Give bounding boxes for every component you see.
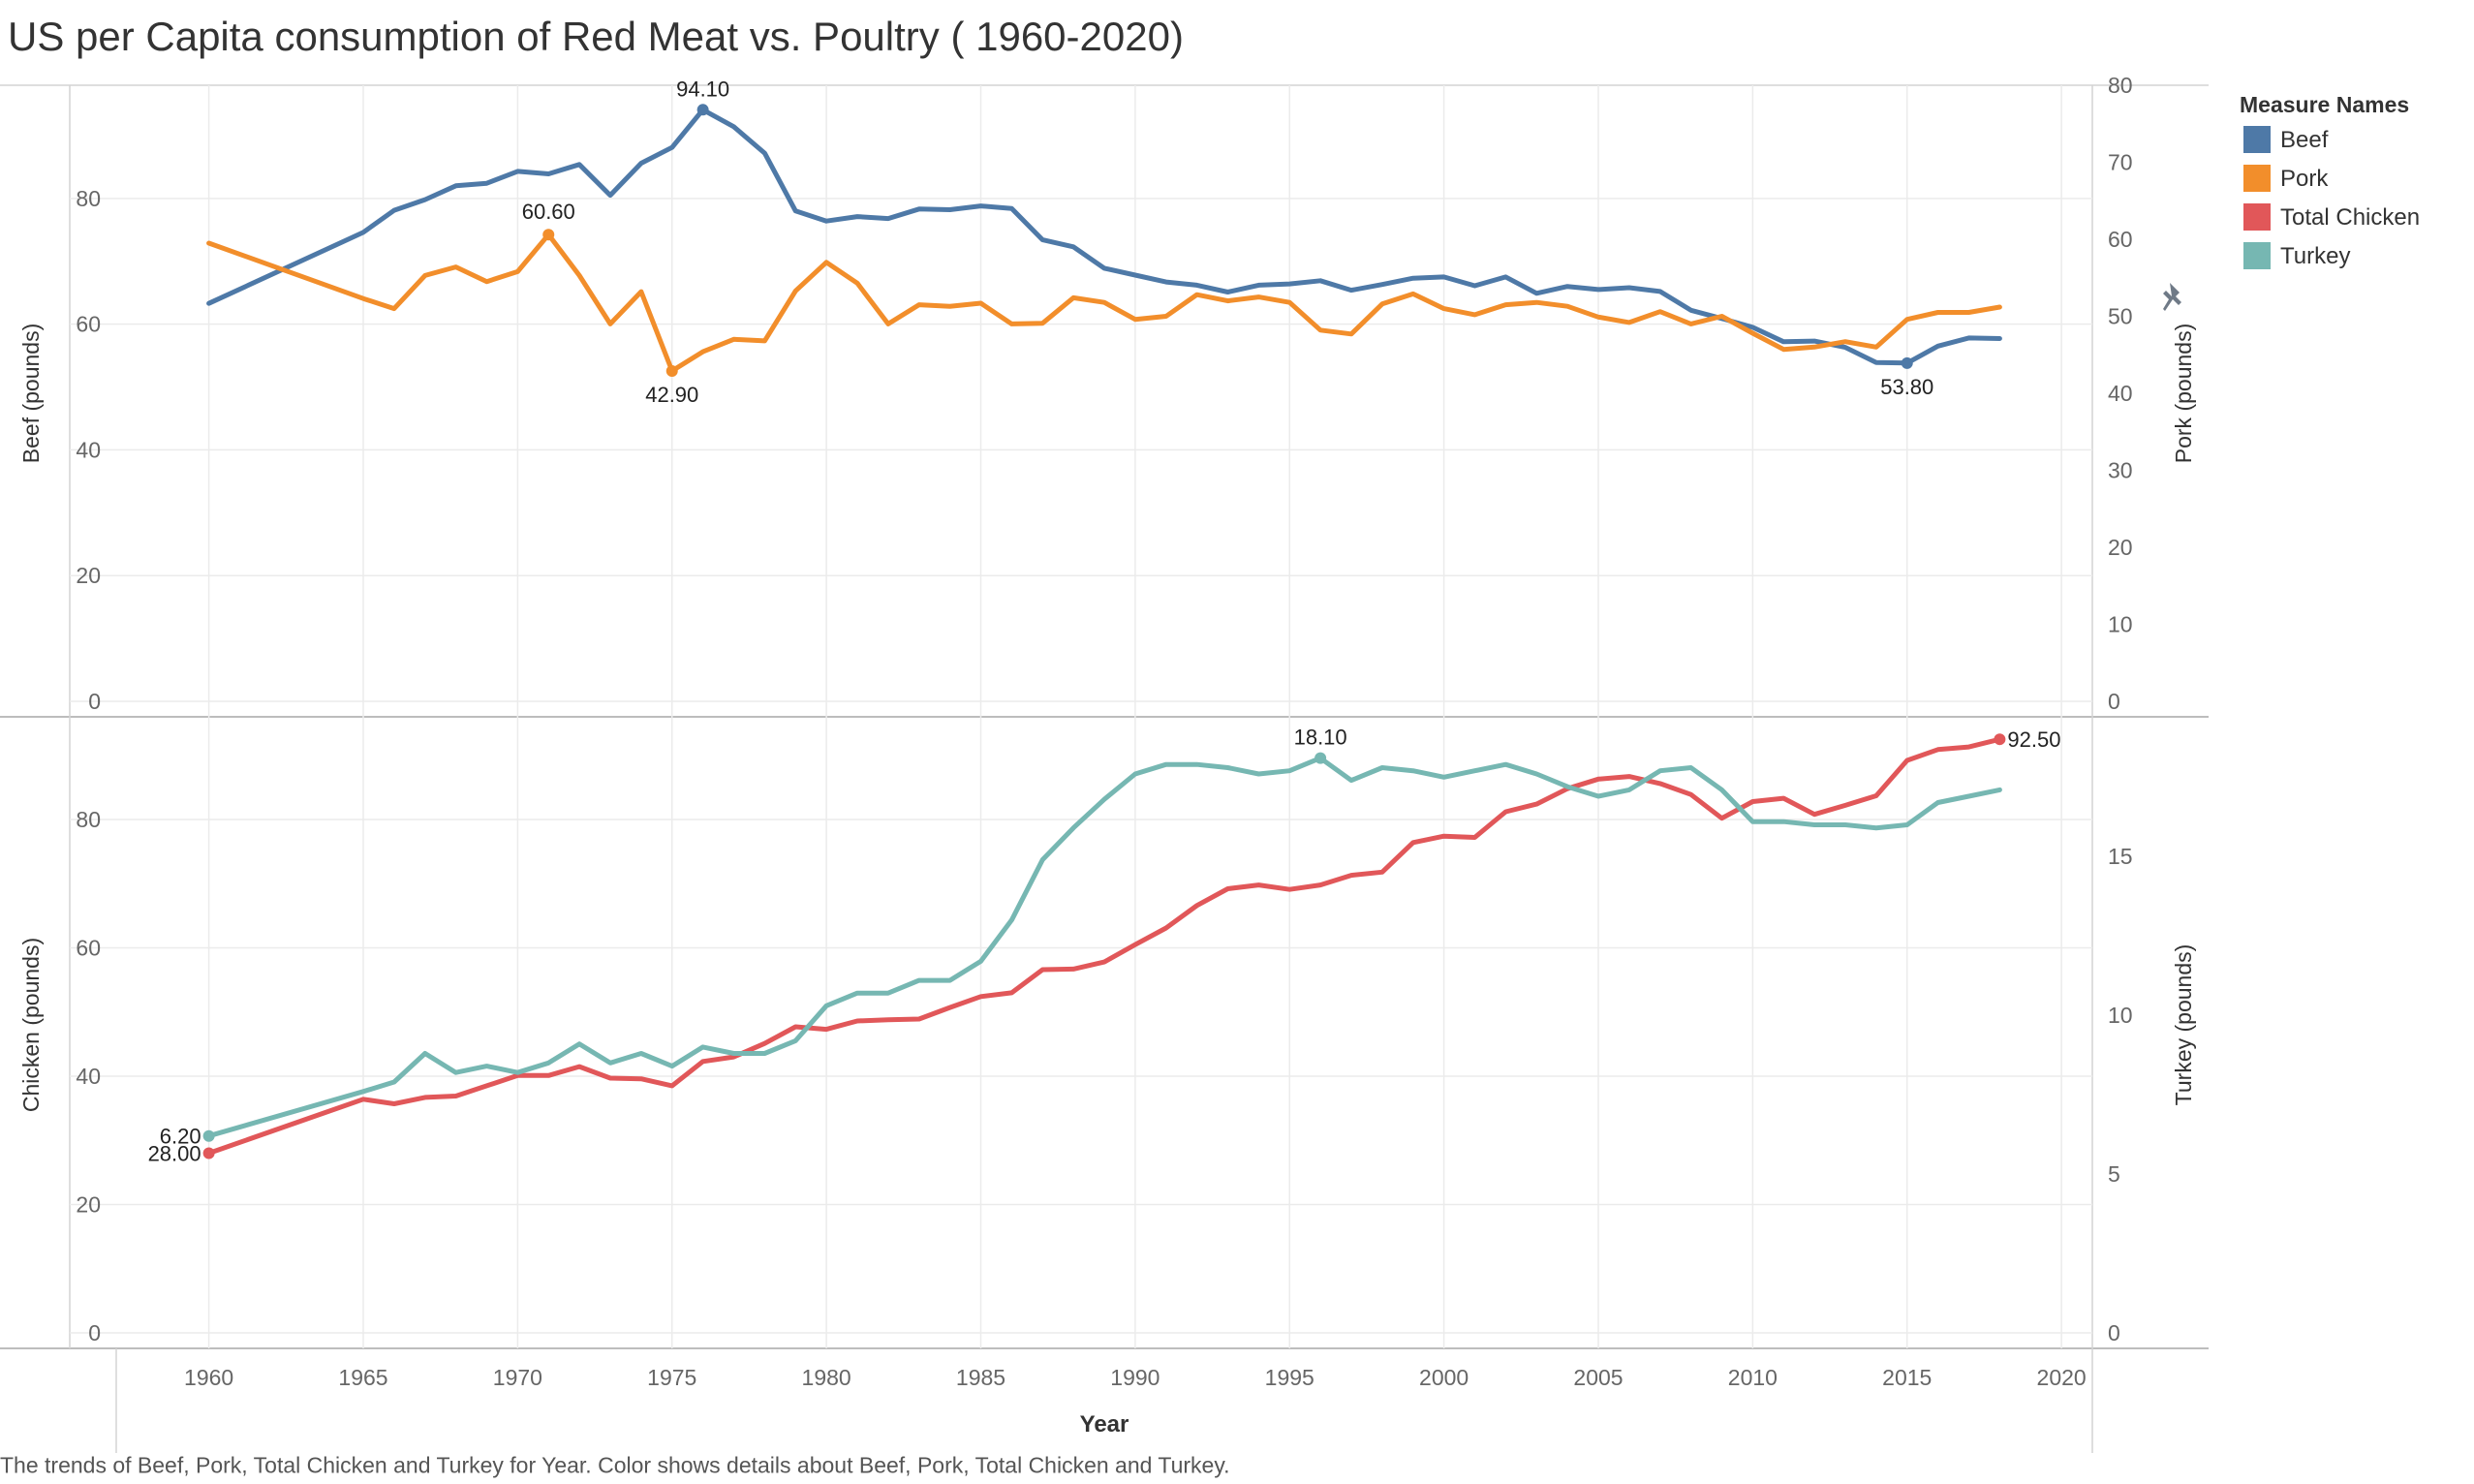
right-y-tick-label: 15 — [2108, 844, 2133, 869]
x-tick-label: 1960 — [184, 1365, 233, 1390]
turkey-data-label: 6.20 — [160, 1125, 201, 1149]
left-y-tick-label: 20 — [76, 1192, 101, 1218]
legend-label-total-chicken: Total Chicken — [2280, 204, 2420, 231]
left-y-tick-label: 60 — [76, 312, 101, 337]
right-y-tick-label: 0 — [2108, 689, 2120, 714]
total-chicken-data-label: 28.00 — [148, 1142, 201, 1166]
legend-swatch-beef — [2243, 126, 2271, 153]
legend-swatch-pork — [2243, 165, 2271, 192]
beef-data-label: 94.10 — [676, 77, 729, 101]
pork-label-marker — [665, 364, 678, 377]
right-y-tick-label: 80 — [2108, 73, 2133, 98]
left-y-tick-label: 0 — [88, 1320, 101, 1345]
right-y-tick-label: 70 — [2108, 150, 2133, 175]
left-y-tick-label: 80 — [76, 807, 101, 832]
tick-labels: 1960 1965 1970 1975 1980 1985 1990 1995 2000 2005… — [76, 73, 2132, 1390]
total-chicken-label-marker — [1994, 733, 2006, 746]
right-y-tick-label: 10 — [2108, 1003, 2133, 1028]
turkey-label-marker — [1314, 752, 1327, 764]
x-tick-label: 2010 — [1728, 1365, 1778, 1390]
x-tick-label: 1970 — [493, 1365, 542, 1390]
x-tick-label: 2020 — [2037, 1365, 2087, 1390]
left-axis-title: Chicken (pounds) — [18, 938, 44, 1112]
left-y-tick-label: 40 — [76, 437, 101, 462]
legend-swatch-total-chicken — [2243, 203, 2271, 231]
left-y-tick-label: 0 — [88, 689, 101, 714]
chart-title: US per Capita consumption of Red Meat vs… — [8, 14, 1184, 59]
left-y-tick-label: 40 — [76, 1064, 101, 1089]
legend-label-turkey: Turkey — [2280, 243, 2350, 269]
right-y-tick-label: 10 — [2108, 612, 2133, 637]
axis-titles: Year Beef (pounds) Pork (pounds) Chicken (p… — [18, 283, 2196, 1438]
beef-label-marker — [1901, 356, 1913, 369]
legend: Measure Names Beef Pork Total Chicken Turkey — [2240, 92, 2420, 269]
x-tick-label: 2000 — [1419, 1365, 1469, 1390]
x-tick-label: 1975 — [647, 1365, 696, 1390]
right-y-tick-label: 40 — [2108, 381, 2133, 406]
legend-swatch-turkey — [2243, 242, 2271, 269]
x-tick-label: 1995 — [1265, 1365, 1314, 1390]
beef-label-marker — [696, 104, 709, 116]
turkey-data-label: 18.10 — [1294, 726, 1347, 750]
right-axis-title: Pork (pounds) — [2171, 324, 2196, 463]
left-axis-title: Beef (pounds) — [18, 324, 44, 463]
right-y-tick-label: 30 — [2108, 458, 2133, 483]
beef-line — [206, 107, 2002, 366]
total-chicken-label-marker — [202, 1147, 215, 1159]
pork-line — [206, 232, 2002, 374]
legend-label-pork: Pork — [2280, 166, 2329, 192]
legend-label-beef: Beef — [2280, 127, 2329, 153]
pin-icon — [2163, 283, 2181, 311]
turkey-label-marker — [202, 1129, 215, 1142]
x-tick-label: 2015 — [1882, 1365, 1932, 1390]
right-y-tick-label: 5 — [2108, 1161, 2120, 1187]
x-tick-label: 1980 — [802, 1365, 851, 1390]
right-y-tick-label: 60 — [2108, 227, 2133, 252]
x-axis-title: Year — [1080, 1411, 1129, 1438]
series-layer: 94.10 53.80 60.60 42.90 28.00 92.50 18.10 6.20 — [148, 77, 2061, 1165]
total-chicken-line — [206, 736, 2002, 1156]
gridlines — [70, 85, 2092, 1348]
x-tick-label: 1985 — [956, 1365, 1005, 1390]
beef-data-label: 53.80 — [1880, 375, 1933, 399]
total-chicken-data-label: 92.50 — [2007, 727, 2060, 752]
left-y-tick-label: 20 — [76, 563, 101, 588]
x-tick-label: 1965 — [338, 1365, 387, 1390]
chart-frame — [0, 84, 2209, 1453]
chart-caption: The trends of Beef, Pork, Total Chicken … — [0, 1452, 1230, 1478]
pork-label-marker — [542, 229, 555, 241]
x-tick-label: 1990 — [1110, 1365, 1160, 1390]
pork-data-label: 60.60 — [522, 200, 575, 224]
right-axis-title: Turkey (pounds) — [2171, 944, 2196, 1106]
turkey-line — [206, 756, 2002, 1139]
right-y-tick-label: 50 — [2108, 304, 2133, 329]
x-tick-label: 2005 — [1573, 1365, 1623, 1390]
left-y-tick-label: 60 — [76, 936, 101, 961]
left-y-tick-label: 80 — [76, 186, 101, 211]
legend-title: Measure Names — [2240, 92, 2409, 117]
pork-data-label: 42.90 — [645, 383, 698, 407]
right-y-tick-label: 20 — [2108, 535, 2133, 560]
right-y-tick-label: 0 — [2108, 1320, 2120, 1345]
